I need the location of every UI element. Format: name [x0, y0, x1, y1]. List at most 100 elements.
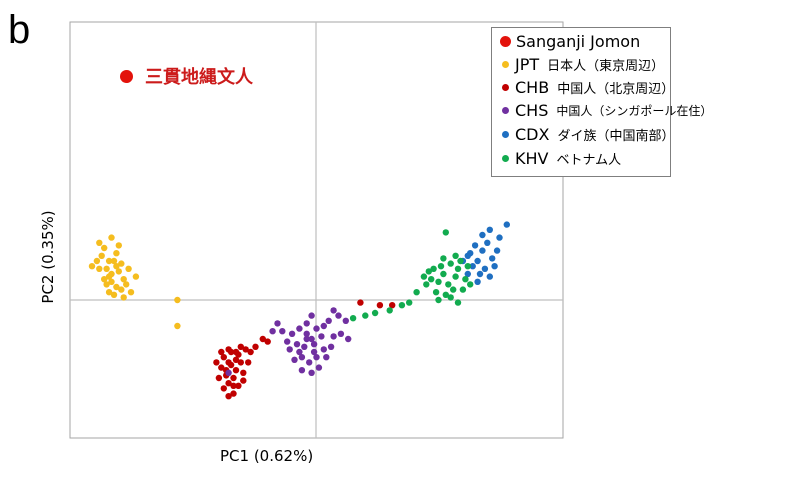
- panel-label: b: [8, 8, 31, 52]
- series-cdx: [459, 221, 510, 285]
- data-point: [496, 234, 503, 241]
- legend-marker: [502, 106, 509, 114]
- legend-item-sanganji: Sanganji Jomon: [500, 31, 640, 51]
- data-point: [452, 252, 459, 259]
- data-point: [330, 333, 337, 340]
- data-point: [296, 325, 303, 332]
- data-point: [108, 234, 115, 241]
- data-point: [303, 335, 310, 343]
- data-point: [320, 322, 327, 330]
- data-point: [247, 348, 254, 356]
- data-point: [474, 278, 481, 285]
- data-point: [264, 338, 271, 345]
- data-point: [345, 335, 352, 343]
- data-point: [225, 359, 232, 366]
- data-point: [330, 307, 337, 314]
- data-point: [108, 278, 115, 285]
- data-point: [284, 338, 291, 345]
- data-point: [118, 260, 125, 267]
- data-point: [450, 286, 457, 293]
- data-point: [308, 369, 315, 376]
- data-point: [220, 354, 227, 361]
- legend-item-chs: CHS 中国人（シンガポール在住）: [502, 100, 712, 120]
- data-point: [101, 244, 108, 252]
- legend-desc: 中国人（シンガポール在住）: [556, 103, 713, 118]
- data-point: [237, 359, 244, 366]
- data-point: [389, 302, 396, 309]
- data-point: [230, 374, 237, 382]
- data-point: [101, 276, 108, 283]
- series-khv: [349, 229, 474, 322]
- legend-marker: [500, 35, 511, 47]
- legend-desc: 日本人（東京周辺）: [547, 58, 665, 74]
- data-point: [503, 221, 510, 228]
- data-point: [462, 276, 469, 283]
- data-point: [491, 263, 498, 270]
- data-point: [489, 255, 496, 262]
- data-point: [452, 273, 459, 280]
- data-point: [118, 286, 125, 293]
- legend-item-jpt: JPT 日本人（東京周辺）: [502, 54, 664, 74]
- data-point: [493, 247, 501, 254]
- data-point: [252, 343, 259, 350]
- data-point: [454, 265, 462, 272]
- data-point: [430, 265, 437, 272]
- data-point: [476, 270, 484, 278]
- data-point: [115, 242, 123, 249]
- data-point: [242, 346, 249, 353]
- data-point: [442, 291, 449, 298]
- data-point: [269, 328, 276, 335]
- data-point: [335, 312, 342, 319]
- data-point: [235, 382, 242, 389]
- data-point: [313, 325, 320, 332]
- data-point: [93, 257, 101, 265]
- data-point: [362, 312, 369, 319]
- sanganji-annotation-label: 三貫地縄文人: [145, 67, 253, 88]
- data-point: [428, 276, 435, 283]
- data-point: [303, 320, 310, 327]
- data-point: [442, 229, 449, 236]
- data-point: [357, 299, 364, 306]
- legend-label: CHS: [515, 100, 549, 120]
- data-point: [235, 351, 242, 358]
- data-point: [301, 343, 308, 350]
- data-point: [440, 255, 447, 262]
- data-point: [279, 328, 286, 335]
- legend-marker: [502, 130, 509, 138]
- data-point: [325, 317, 332, 324]
- data-point: [471, 242, 479, 249]
- data-point: [481, 265, 489, 272]
- data-point: [457, 257, 464, 265]
- legend-marker: [502, 83, 509, 91]
- legend-item-khv: KHV ベトナム人: [502, 148, 621, 168]
- data-point: [337, 330, 345, 337]
- data-point: [435, 296, 442, 304]
- data-point: [313, 354, 320, 361]
- data-point: [123, 281, 130, 288]
- data-point: [447, 260, 454, 267]
- legend-desc: ベトナム人: [556, 152, 622, 168]
- data-point: [113, 250, 120, 257]
- data-point: [447, 294, 454, 301]
- legend-item-cdx: CDX ダイ族（中国南部）: [502, 124, 674, 144]
- data-point: [413, 289, 420, 296]
- data-point: [423, 281, 430, 288]
- data-point: [464, 252, 471, 259]
- data-point: [479, 247, 486, 254]
- data-point: [315, 364, 323, 371]
- data-point: [225, 380, 232, 387]
- data-point: [306, 359, 313, 366]
- legend-label: CDX: [515, 124, 550, 144]
- data-point: [237, 343, 244, 350]
- data-point: [218, 348, 225, 356]
- data-point: [467, 281, 474, 288]
- data-point: [213, 359, 220, 366]
- data-point: [432, 289, 440, 296]
- data-point: [303, 330, 310, 337]
- data-point: [230, 382, 237, 389]
- data-point: [120, 276, 127, 283]
- legend-label: Sanganji Jomon: [516, 31, 641, 51]
- data-point: [259, 335, 266, 343]
- legend-desc: 中国人（北京周辺）: [557, 81, 675, 97]
